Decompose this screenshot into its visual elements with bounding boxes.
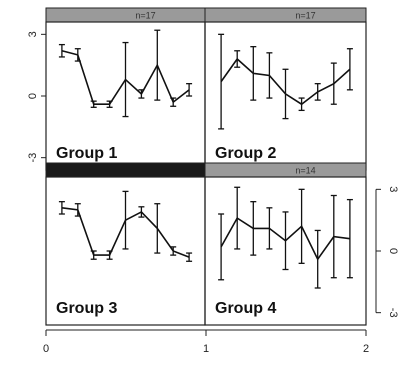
group-label: Group 2: [215, 145, 276, 162]
group-label: Group 3: [56, 300, 117, 317]
y-tick-label-right: 3: [387, 186, 399, 192]
y-tick-label-left: 0: [27, 93, 39, 99]
strip-label: n=17: [295, 11, 315, 21]
x-tick-label: 1: [203, 343, 209, 355]
panel-strip: [204, 7, 367, 23]
y-tick-label-left: -3: [27, 153, 39, 163]
y-tick-label-right: -3: [387, 308, 399, 318]
group-label: Group 4: [215, 300, 276, 317]
y-tick-label-left: 3: [27, 31, 39, 37]
strip-label: n=17: [135, 11, 155, 21]
panel-strip: [45, 162, 206, 178]
series-line: [61, 207, 190, 258]
series-line: [220, 216, 351, 261]
panel-strip: [204, 162, 367, 178]
x-tick-label: 2: [363, 343, 369, 355]
series-line: [61, 50, 190, 106]
panel-strip: [45, 7, 206, 23]
panel-frame: [204, 176, 367, 326]
group-label: Group 1: [56, 145, 117, 162]
series-line: [220, 57, 351, 106]
x-tick-label: 0: [43, 343, 49, 355]
strip-label: n=14: [295, 166, 315, 176]
y-tick-label-right: 0: [387, 248, 399, 254]
